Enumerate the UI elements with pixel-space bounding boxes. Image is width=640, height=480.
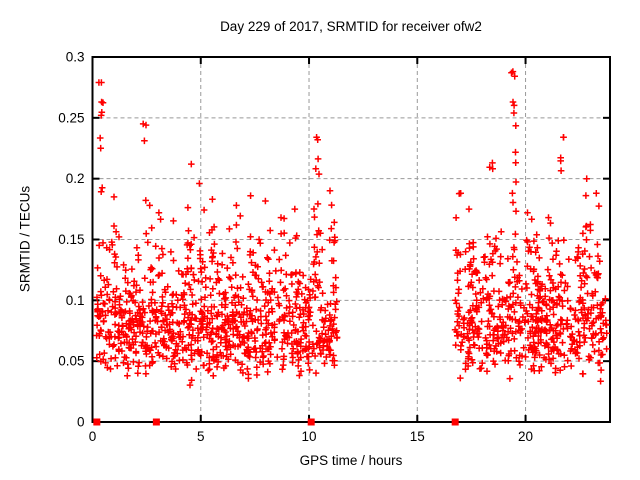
y-tick-label: 0.1 — [66, 293, 85, 308]
x-tick-label: 15 — [410, 429, 425, 444]
y-tick-label: 0.3 — [66, 50, 85, 65]
x-tick-label: 0 — [89, 429, 97, 444]
y-tick-label: 0.25 — [58, 110, 84, 125]
y-tick-label: 0 — [77, 415, 85, 430]
x-axis-label: GPS time / hours — [299, 453, 403, 468]
x-tick-label: 10 — [302, 429, 317, 444]
zero-value-marker — [451, 418, 459, 426]
zero-value-marker — [307, 418, 315, 426]
scatter-points — [93, 68, 610, 389]
zero-value-marker — [152, 418, 160, 426]
y-tick-label: 0.2 — [66, 171, 85, 186]
y-tick-label: 0.15 — [58, 232, 84, 247]
y-tick-label: 0.05 — [58, 354, 84, 369]
x-tick-label: 5 — [197, 429, 205, 444]
zero-value-marker — [93, 418, 101, 426]
chart-title: Day 229 of 2017, SRMTID for receiver ofw… — [220, 19, 482, 34]
x-tick-label: 20 — [518, 429, 533, 444]
